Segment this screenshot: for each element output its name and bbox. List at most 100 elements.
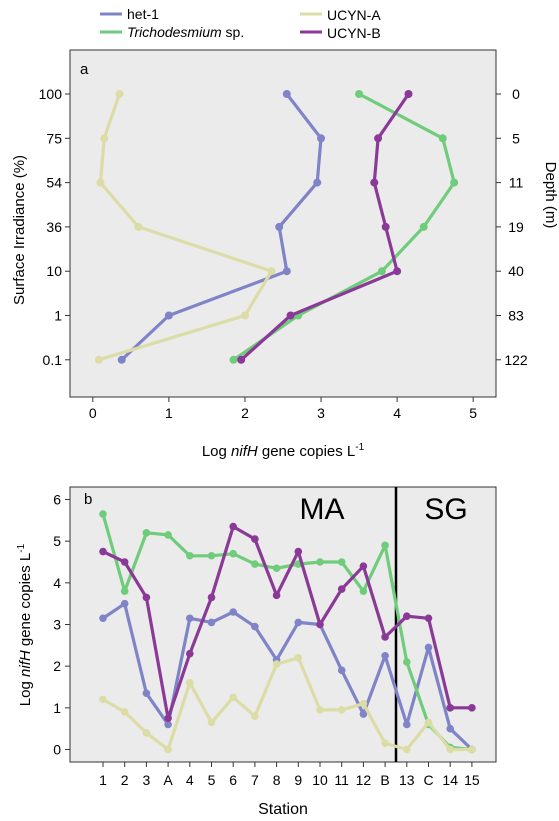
panel-a-series (94, 90, 459, 364)
panel-b-y-tick-label: 2 (53, 658, 61, 674)
panel-b-series (99, 510, 476, 754)
legend: het-1 Trichodesmium sp. UCYN-A UCYN-B (100, 6, 381, 41)
panel-a-x-tick-label: 5 (469, 405, 477, 421)
panel-b-point-ucyn-b (207, 593, 216, 602)
panel-b-x-ticks: 1 2 3 A 4 5 6 7 8 9 10 11 12 B 13 C 14 15 (99, 762, 480, 788)
panel-b-point-trichodesmium-sp (120, 587, 129, 595)
panel-b-y-tick-label: 6 (53, 492, 61, 508)
panel-b-x-tick-label: 10 (312, 772, 328, 788)
panel-b-x-tick-label: C (423, 772, 433, 788)
panel-b-point-het-1 (142, 689, 151, 698)
panel-b-point-trichodesmium-sp (229, 549, 237, 558)
panel-b-point-ucyn-a (359, 699, 368, 708)
panel-b-point-het-1 (186, 614, 194, 623)
panel-b-point-ucyn-b (359, 562, 368, 570)
panel-b-point-trichodesmium-sp (272, 564, 281, 573)
panel-b-x-tick-label: 13 (399, 772, 415, 788)
panel-a-right-tick-label: 40 (508, 263, 524, 279)
panel-b-point-trichodesmium-sp (403, 658, 411, 666)
panel-a-right-tick-label: 122 (504, 352, 528, 368)
panel-a-point-trichodesmium-sp (419, 222, 428, 231)
panel-a-label: a (80, 61, 89, 78)
panel-a-ylabel-left: Surface Irradiance (%) (11, 155, 28, 305)
panel-a-point-ucyn-b (381, 222, 390, 231)
panel-b-point-het-1 (381, 651, 389, 660)
panel-b-region-sg: SG (424, 493, 467, 526)
panel-a-left-tick-label: 54 (46, 175, 62, 191)
panel-b-point-het-1 (337, 666, 346, 675)
legend-label-het-1: het-1 (127, 6, 159, 22)
panel-b-point-het-1 (164, 720, 172, 729)
panel-b-point-ucyn-b (316, 620, 324, 629)
panel-a-point-ucyn-b (404, 90, 413, 98)
panel-b-x-tick-label: 14 (442, 772, 458, 788)
panel-a-right-tick-label: 11 (509, 175, 524, 191)
panel-b-x-tick-label: 3 (143, 772, 151, 788)
panel-b-point-ucyn-b (272, 591, 281, 600)
panel-a-point-ucyn-b (370, 178, 379, 187)
panel-a-xlabel: Log nifH gene copies L-1 (202, 442, 365, 460)
panel-a-point-ucyn-a (134, 222, 143, 231)
panel-b-y-tick-label: 0 (53, 742, 61, 758)
panel-a-point-ucyn-a (267, 267, 276, 276)
panel-b-y-tick-label: 4 (53, 575, 61, 591)
panel-a-left-tick-label: 75 (46, 130, 62, 146)
panel-b-line-ucyn-a (102, 656, 472, 752)
panel-a-right-tick-label: 83 (508, 308, 524, 324)
panel-b-point-trichodesmium-sp (164, 531, 172, 539)
panel-a-left-ticks: 100 75 54 36 10 1 0.1 (39, 86, 70, 368)
panel-a-x-ticks: 0 1 2 3 4 5 (89, 397, 477, 421)
panel-b-x-tick-label: A (163, 772, 173, 788)
panel-a-x-tick-label: 1 (165, 405, 173, 421)
panel-b-ylabel-gene: nifH (17, 650, 34, 677)
panel-b-point-ucyn-a (99, 695, 107, 704)
panel-a-point-het-1 (117, 355, 126, 364)
panel-b-point-ucyn-b (251, 535, 259, 543)
panel-b-point-het-1 (403, 720, 411, 729)
panel-b-point-trichodesmium-sp (186, 551, 194, 560)
panel-b-point-ucyn-a (468, 745, 476, 754)
panel-b-point-ucyn-a (272, 660, 281, 668)
panel-b-x-tick-label: 9 (294, 772, 302, 788)
panel-a-xlabel-suffix: gene copies L (258, 443, 356, 460)
panel-b-point-ucyn-a (403, 745, 411, 754)
panel-b-region-ma: MA (300, 493, 345, 526)
panel-b-point-ucyn-a (120, 708, 129, 716)
panel-b-point-ucyn-a (207, 718, 216, 727)
panel-a-x-tick-label: 4 (393, 405, 401, 421)
panel-b-ylabel-sup: -1 (16, 543, 27, 552)
panel-b-point-ucyn-b (164, 714, 172, 723)
panel-b-point-het-1 (251, 622, 259, 631)
panel-b-point-trichodesmium-sp (337, 558, 346, 566)
panel-b-point-trichodesmium-sp (359, 587, 368, 595)
legend-label-trichodesmium: Trichodesmium sp. (127, 24, 244, 40)
panel-a-point-het-1 (275, 222, 284, 231)
panel-a-point-het-1 (164, 311, 173, 320)
legend-label-trichodesmium-suffix: sp. (222, 24, 245, 40)
panel-b-point-ucyn-b (99, 547, 107, 556)
panel-b-point-ucyn-a (381, 739, 389, 748)
panel-b-y-tick-label: 5 (53, 533, 61, 549)
panel-b-point-ucyn-b (186, 649, 194, 658)
panel-a-x-tick-label: 0 (89, 405, 97, 421)
panel-b-point-ucyn-a (251, 712, 259, 720)
panel-b-label: b (84, 491, 92, 508)
panel-a: a 100 75 54 36 10 1 0.1 0 5 11 19 40 83 122 0 1 2 3 4 5 S… (11, 49, 559, 460)
panel-b-x-tick-label: 12 (356, 772, 372, 788)
panel-b-point-ucyn-b (294, 547, 303, 556)
panel-b-point-ucyn-a (142, 729, 151, 737)
panel-b-x-tick-label: 6 (229, 772, 237, 788)
panel-b-point-ucyn-a (424, 718, 433, 727)
panel-b-point-het-1 (446, 724, 455, 733)
panel-b-point-ucyn-b (403, 612, 411, 620)
panel-b-x-tick-label: 1 (99, 772, 107, 788)
panel-a-point-ucyn-b (237, 355, 246, 364)
panel-a-point-het-1 (317, 134, 326, 143)
panel-a-xlabel-prefix: Log (202, 443, 231, 460)
panel-b-point-ucyn-a (186, 679, 194, 687)
panel-a-point-trichodesmium-sp (377, 267, 386, 276)
panel-b-xlabel: Station (258, 801, 308, 818)
panel-a-point-ucyn-a (96, 178, 105, 187)
